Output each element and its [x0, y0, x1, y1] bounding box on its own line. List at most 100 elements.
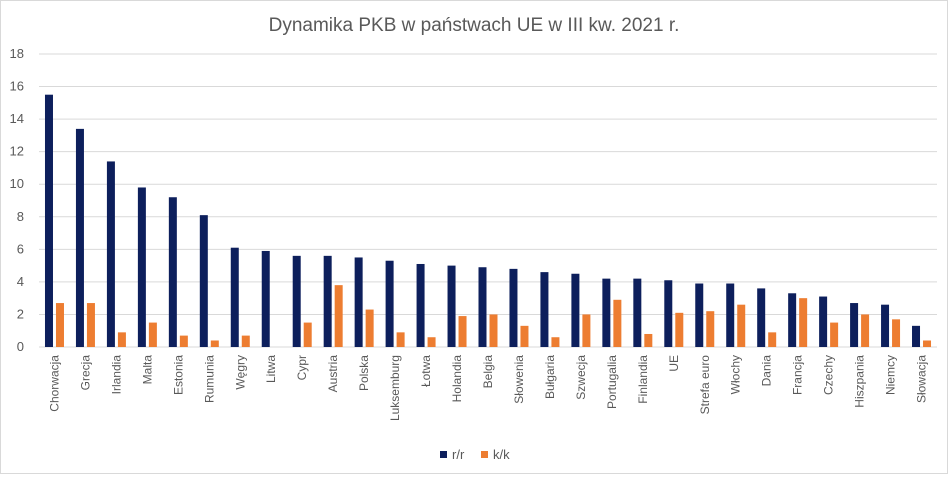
bar-rr: [292, 255, 301, 347]
y-tick-label: 0: [17, 339, 24, 354]
bar-rr: [757, 288, 766, 347]
y-tick-label: 4: [17, 274, 24, 289]
x-tick-label: Szwecja: [574, 355, 588, 400]
x-tick-label: Finlandia: [636, 355, 650, 404]
bar-rr: [726, 283, 735, 347]
x-tick-label: Holandia: [450, 355, 464, 403]
bar-kk: [799, 298, 808, 347]
y-tick-label: 8: [17, 209, 24, 224]
x-tick-label: Francja: [791, 355, 805, 395]
bar-rr: [75, 128, 84, 347]
x-tick-label: Irlandia: [109, 355, 123, 395]
legend-swatch: [440, 451, 447, 458]
x-tick-label: Łotwa: [419, 355, 433, 387]
legend: r/r k/k: [440, 447, 510, 462]
bar-kk: [179, 335, 188, 347]
gridlines: [39, 53, 937, 348]
bar-rr: [354, 257, 363, 347]
bar-rr: [571, 273, 580, 347]
bar-kk: [55, 303, 64, 347]
bar-rr: [168, 197, 177, 347]
bar-rr: [44, 94, 53, 347]
x-tick-label: Czechy: [822, 355, 836, 395]
y-tick-label: 14: [10, 111, 24, 126]
bar-kk: [365, 309, 374, 347]
bar-kk: [675, 312, 684, 347]
bar-kk: [768, 332, 777, 347]
x-tick-label: Belgia: [481, 355, 495, 389]
bar-rr: [385, 260, 394, 347]
bar-rr: [602, 278, 611, 347]
legend-label: r/r: [452, 447, 465, 462]
bar-kk: [210, 340, 219, 347]
x-tick-label: Cypr: [295, 355, 309, 380]
x-tick-label: Słowenia: [512, 355, 526, 404]
x-tick-label: Strefa euro: [698, 355, 712, 415]
x-tick-label: Luksemburg: [388, 355, 402, 421]
bar-rr: [478, 267, 487, 347]
bar-rr: [912, 325, 921, 347]
bar-rr: [509, 268, 518, 347]
bar-kk: [489, 314, 498, 347]
x-axis: Chorwacja Grecja Irlandia Malta Estonia Rumun…: [47, 355, 928, 421]
bar-kk: [644, 333, 653, 347]
bar-kk: [861, 314, 870, 347]
bar-rr: [447, 265, 456, 347]
bar-kk: [892, 319, 901, 347]
x-tick-label: Słowacja: [915, 355, 929, 403]
bar-kk: [396, 332, 405, 347]
x-tick-label: Malta: [140, 355, 154, 385]
x-tick-label: Portugalia: [605, 355, 619, 409]
bar-rr: [819, 296, 828, 347]
bar-kk: [303, 322, 312, 347]
bar-kk: [427, 337, 436, 347]
bar-rr: [106, 161, 115, 347]
bar-kk: [86, 303, 95, 347]
bar-rr: [230, 247, 239, 347]
bar-rr: [199, 215, 208, 347]
x-tick-label: Bułgaria: [543, 355, 557, 399]
x-tick-label: Chorwacja: [47, 355, 61, 412]
x-tick-label: UE: [667, 355, 681, 372]
bar-rr: [540, 272, 549, 347]
x-tick-label: Estonia: [171, 355, 185, 395]
y-tick-label: 10: [10, 176, 24, 191]
bar-rr: [881, 304, 890, 347]
bar-kk: [117, 332, 126, 347]
bar-kk: [241, 335, 250, 347]
y-axis: 0 2 4 6 8 10 12 14 16 18: [10, 46, 24, 354]
x-tick-label: Grecja: [78, 355, 92, 391]
x-tick-label: Niemcy: [884, 355, 898, 395]
bar-kk: [334, 285, 343, 347]
chart-title: Dynamika PKB w państwach UE w III kw. 20…: [269, 15, 680, 36]
bars: [44, 94, 932, 347]
y-tick-label: 12: [10, 144, 24, 159]
bar-kk: [923, 340, 932, 347]
x-tick-label: Hiszpania: [853, 355, 867, 408]
bar-kk: [582, 314, 591, 347]
x-tick-label: Austria: [326, 355, 340, 393]
bar-rr: [850, 303, 859, 347]
bar-kk: [551, 337, 560, 347]
bar-rr: [416, 263, 425, 347]
y-tick-label: 6: [17, 241, 24, 256]
bar-rr: [323, 255, 332, 347]
legend-swatch: [481, 451, 488, 458]
bar-rr: [261, 250, 270, 347]
y-tick-label: 16: [10, 79, 24, 94]
x-tick-label: Dania: [760, 355, 774, 387]
bar-kk: [148, 322, 157, 347]
x-tick-label: Węgry: [233, 355, 247, 390]
bar-kk: [613, 299, 622, 347]
bar-rr: [633, 278, 642, 347]
bar-kk: [458, 316, 467, 347]
bar-kk: [737, 304, 746, 347]
bar-kk: [520, 325, 529, 347]
bar-kk: [830, 322, 839, 347]
bar-rr: [664, 280, 673, 347]
bar-rr: [137, 187, 146, 347]
y-tick-label: 2: [17, 306, 24, 321]
bar-rr: [695, 283, 704, 347]
